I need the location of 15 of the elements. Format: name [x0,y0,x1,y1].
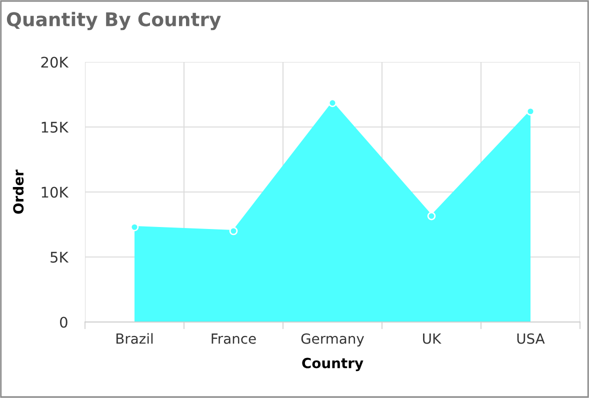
y-tick-label: 5K [50,252,69,263]
y-tick-label: 0 [60,316,68,328]
x-axis-title: Country [302,358,364,372]
point [229,226,238,236]
y-tick-label: 10K [42,186,69,198]
x-tick-label: USA [517,333,545,344]
y-tick-label: 15K [42,122,69,133]
y-axis-title: Order [12,170,24,214]
x-tick-label: France [212,334,256,344]
x-tick-label: UK [423,334,442,344]
y-tick-label: 20K [41,56,69,68]
point [427,212,436,220]
chart-title: Quantity By Country [6,12,221,30]
x-tick-label: Germany [301,333,364,347]
x-tick-label: Brazil [116,333,153,344]
